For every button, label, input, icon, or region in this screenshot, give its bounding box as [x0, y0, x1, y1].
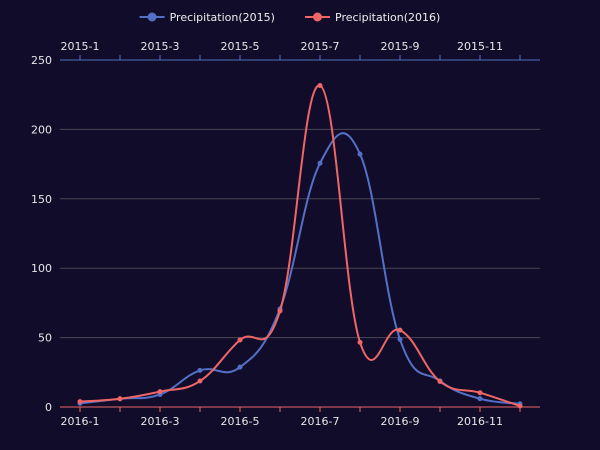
data-point[interactable] [157, 389, 163, 395]
top-x-tick-label: 2015-3 [141, 40, 180, 53]
data-point[interactable] [357, 151, 363, 157]
data-point[interactable] [197, 367, 203, 373]
data-point[interactable] [237, 337, 243, 343]
data-point[interactable] [317, 160, 323, 166]
top-x-tick-label: 2015-7 [301, 40, 340, 53]
bottom-x-tick-label: 2016-11 [457, 415, 503, 428]
bottom-x-tick-label: 2016-9 [381, 415, 420, 428]
data-point[interactable] [117, 396, 123, 402]
bottom-x-tick-label: 2016-1 [61, 415, 100, 428]
data-point[interactable] [237, 364, 243, 370]
data-point[interactable] [397, 336, 403, 342]
series-line[interactable] [79, 84, 521, 407]
top-x-tick-label: 2015-1 [61, 40, 100, 53]
top-x-axis: 2015-1 2015-3 2015-5 2015-7 2015-9 2015-11 [60, 40, 540, 61]
data-point[interactable] [397, 327, 403, 333]
top-x-tick-label: 2015-5 [221, 40, 260, 53]
data-point[interactable] [517, 403, 523, 409]
data-point[interactable] [357, 339, 363, 345]
y-tick-label: 100 [31, 262, 52, 275]
y-tick-label: 200 [31, 123, 52, 136]
data-point[interactable] [317, 83, 323, 89]
top-x-tick-label: 2015-9 [381, 40, 420, 53]
legend-marker-icon [147, 12, 157, 22]
y-tick-label: 0 [45, 401, 52, 414]
data-point[interactable] [477, 390, 483, 396]
data-point[interactable] [77, 399, 83, 405]
legend-marker-icon [313, 12, 322, 22]
y-axis: 0 50 100 150 200 250 [31, 54, 52, 414]
bottom-x-tick-label: 2016-7 [301, 415, 340, 428]
series-2[interactable] [77, 83, 523, 409]
data-point[interactable] [277, 308, 283, 314]
top-x-tick-label: 2015-11 [457, 40, 503, 53]
y-tick-label: 250 [31, 54, 52, 67]
bottom-x-axis: 2016-1 2016-3 2016-5 2016-7 2016-9 2016-11 [60, 406, 540, 428]
series-layer [77, 83, 523, 409]
data-point[interactable] [197, 378, 203, 384]
legend-label: Precipitation(2015) [170, 11, 275, 24]
legend-label: Precipitation(2016) [335, 11, 440, 24]
legend-item[interactable]: Precipitation(2015) [139, 11, 275, 24]
data-point[interactable] [437, 378, 443, 384]
bottom-x-tick-label: 2016-5 [221, 415, 260, 428]
bottom-x-tick-label: 2016-3 [141, 415, 180, 428]
data-point[interactable] [477, 396, 483, 402]
legend-item[interactable]: Precipitation(2016) [305, 11, 440, 24]
y-tick-label: 150 [31, 193, 52, 206]
legend[interactable]: Precipitation(2015) Precipitation(2016) [139, 11, 441, 24]
y-tick-label: 50 [38, 332, 52, 345]
